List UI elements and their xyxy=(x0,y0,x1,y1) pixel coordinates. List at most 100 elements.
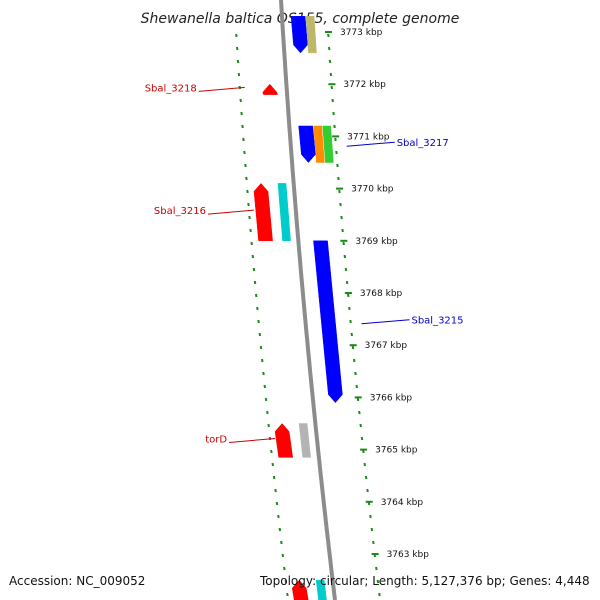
track-dot-right xyxy=(360,436,364,441)
track-dot-right xyxy=(375,566,378,571)
accession-text: Accession: NC_009052 xyxy=(9,574,146,588)
track-dot-right xyxy=(359,423,362,428)
feature-box xyxy=(298,423,311,458)
tick-label: 3767 kbp xyxy=(365,341,408,351)
track-dot-left xyxy=(278,527,282,532)
track-dot-left xyxy=(235,33,238,38)
tick-label: 3763 kbp xyxy=(387,550,430,560)
track-dot-left xyxy=(284,579,288,584)
track-dot-left xyxy=(237,72,241,77)
track-dot-left xyxy=(280,540,283,545)
track-dot-right xyxy=(349,319,352,324)
track-dot-left xyxy=(274,488,277,493)
gene-label-leader xyxy=(346,141,395,147)
track-dot-right xyxy=(341,228,344,233)
gene-labels: Sbal_3218 Sbal_3217 Sbal_3216 Sbal_3215 torD xyxy=(145,83,464,445)
track-dot-right xyxy=(339,202,342,207)
track-dot-left xyxy=(283,566,286,571)
track-dot-left xyxy=(241,124,244,129)
tick-label: 3766 kbp xyxy=(370,393,413,403)
gene-label: Sbal_3215 xyxy=(411,316,463,327)
gene-label: Sbal_3216 xyxy=(154,206,206,217)
track-dot-right xyxy=(344,267,348,272)
feature-box xyxy=(315,579,327,600)
track-dot-left xyxy=(256,306,259,311)
track-dot-left xyxy=(249,228,252,233)
gene-arrow xyxy=(298,125,316,163)
track-dot-right xyxy=(340,215,343,220)
gene-arrow xyxy=(253,183,273,242)
gene-features xyxy=(253,16,343,600)
track-dot-left xyxy=(275,501,279,506)
track-dot-left xyxy=(259,345,263,350)
gene-label: Sbal_3217 xyxy=(397,138,449,149)
track-dot-left xyxy=(281,553,285,558)
track-dot-right xyxy=(351,345,355,350)
track-dot-right xyxy=(348,306,351,311)
track-dot-right xyxy=(346,293,350,298)
track-dot-left xyxy=(257,319,260,324)
tick-label: 3771 kbp xyxy=(347,132,390,142)
track-dot-left xyxy=(251,254,255,259)
tick-label: 3772 kbp xyxy=(343,80,386,90)
track-dot-left xyxy=(240,111,243,116)
track-dot-right xyxy=(330,85,334,90)
track-dot-right xyxy=(333,124,336,129)
track-dot-left xyxy=(263,384,266,389)
track-dot-right xyxy=(327,33,330,38)
gene-label-leader xyxy=(229,437,276,443)
gene-arrow xyxy=(313,240,343,403)
track-dot-right xyxy=(378,592,381,597)
tick-marks: 3773 kbp 3772 kbp 3771 kbp 3770 kbp 3769 kbp… xyxy=(324,28,430,560)
track-dot-right xyxy=(354,371,357,376)
dotted-tracks xyxy=(235,33,381,597)
track-dot-right xyxy=(369,514,372,519)
tick-label: 3770 kbp xyxy=(351,185,394,195)
track-dot-right xyxy=(376,579,380,584)
track-dot-left xyxy=(244,163,247,168)
gene-arrow xyxy=(290,16,308,54)
track-dot-left xyxy=(248,215,251,220)
track-dot-right xyxy=(355,384,358,389)
track-dot-left xyxy=(271,462,274,467)
track-dot-right xyxy=(356,397,360,402)
genome-backbone xyxy=(279,0,337,600)
topology-text: Topology: circular; Length: 5,127,376 bp… xyxy=(260,574,590,588)
track-dot-left xyxy=(258,332,262,337)
track-dot-left xyxy=(286,592,289,597)
track-dot-right xyxy=(364,475,368,480)
track-dot-left xyxy=(253,280,257,285)
track-dot-right xyxy=(352,358,356,363)
gene-label-leader xyxy=(361,319,410,325)
track-dot-right xyxy=(366,488,369,493)
track-dot-left xyxy=(272,475,276,480)
tick-label: 3764 kbp xyxy=(381,498,424,508)
track-dot-left xyxy=(243,150,246,155)
feature-box xyxy=(305,16,317,54)
track-dot-left xyxy=(247,202,250,207)
track-dot-right xyxy=(327,46,331,51)
track-dot-right xyxy=(332,111,335,116)
track-dot-left xyxy=(264,397,268,402)
track-dot-right xyxy=(358,410,361,415)
track-dot-right xyxy=(328,59,332,64)
feature-box xyxy=(322,125,334,163)
track-dot-left xyxy=(235,46,239,51)
feature-box xyxy=(313,125,325,163)
track-dot-right xyxy=(342,241,345,246)
track-dot-left xyxy=(242,137,245,142)
track-dot-right xyxy=(337,176,340,181)
track-dot-right xyxy=(336,163,339,168)
gene-label: torD xyxy=(205,434,227,445)
track-dot-left xyxy=(250,241,253,246)
gene-label-leader xyxy=(207,209,255,215)
tick-label: 3765 kbp xyxy=(375,446,418,456)
track-dot-right xyxy=(372,540,375,545)
track-dot-right xyxy=(345,280,349,285)
track-dot-right xyxy=(343,254,347,259)
track-dot-left xyxy=(236,59,240,64)
track-dot-left xyxy=(260,358,264,363)
track-dot-left xyxy=(277,514,280,519)
feature-box xyxy=(277,183,291,242)
